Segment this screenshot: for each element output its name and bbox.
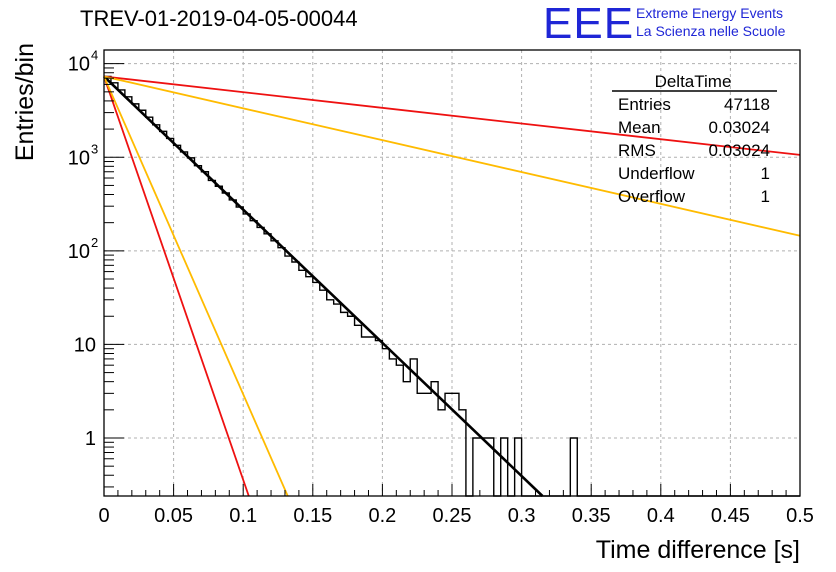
y-tick-label: 10: [68, 54, 90, 76]
x-tick-label: 0.25: [433, 505, 472, 527]
x-tick-label: 0.15: [293, 505, 332, 527]
y-tick-label: 10: [68, 241, 90, 263]
y-tick-exponent: 4: [91, 48, 98, 63]
x-axis-title: Time difference [s]: [596, 536, 800, 564]
fit-line: [103, 75, 801, 156]
stats-label: RMS: [618, 141, 656, 160]
stats-box: DeltaTime Entries 47118 Mean 0.03024 RMS…: [612, 72, 777, 206]
x-tick-label: 0.4: [647, 505, 675, 527]
x-tick-label: 0.1: [229, 505, 257, 527]
stats-value: 47118: [724, 95, 770, 114]
fit-curves: [103, 75, 801, 497]
y-tick-label: 10: [68, 147, 90, 169]
x-tick-label: 0.5: [786, 505, 814, 527]
eee-logo: EEE: [543, 0, 635, 48]
fit-line: [103, 76, 250, 497]
x-tick-label: 0.3: [508, 505, 536, 527]
x-tick-label: 0.35: [572, 505, 611, 527]
stats-label: Entries: [618, 95, 671, 114]
x-tick-label: 0.2: [368, 505, 396, 527]
axis-ticks: [103, 63, 801, 496]
x-tick-label: 0: [98, 505, 109, 527]
stats-value: 1: [761, 187, 770, 206]
logo-caption-line1: Extreme Energy Events: [636, 5, 784, 21]
stats-label: Underflow: [618, 164, 695, 183]
x-tick-label: 0.45: [711, 505, 750, 527]
y-tick-exponent: 3: [91, 141, 98, 156]
stats-name: DeltaTime: [655, 72, 732, 91]
y-tick-label: 1: [85, 428, 96, 450]
stats-value: 0.03024: [709, 141, 770, 160]
stats-value: 1: [761, 164, 770, 183]
fit-line: [103, 75, 544, 497]
x-tick-labels: 0 0.05 0.1 0.15 0.2 0.25 0.3 0.35 0.4 0.45 0.5: [98, 505, 813, 527]
y-tick-label: 10: [74, 334, 96, 356]
stats-label: Overflow: [618, 187, 686, 206]
fit-line: [103, 75, 801, 237]
y-tick-exponent: 2: [91, 235, 98, 250]
grid-lines: [104, 50, 800, 496]
x-tick-label: 0.05: [154, 505, 193, 527]
plot-title: TREV-01-2019-04-05-00044: [80, 6, 358, 31]
y-axis-title: Entries/bin: [11, 43, 39, 161]
logo-caption-line2: La Scienza nelle Scuole: [636, 23, 786, 39]
stats-value: 0.03024: [709, 118, 770, 137]
stats-label: Mean: [618, 118, 661, 137]
logo-caption: Extreme Energy Events La Scienza nelle S…: [636, 4, 785, 40]
fit-line: [103, 76, 289, 497]
